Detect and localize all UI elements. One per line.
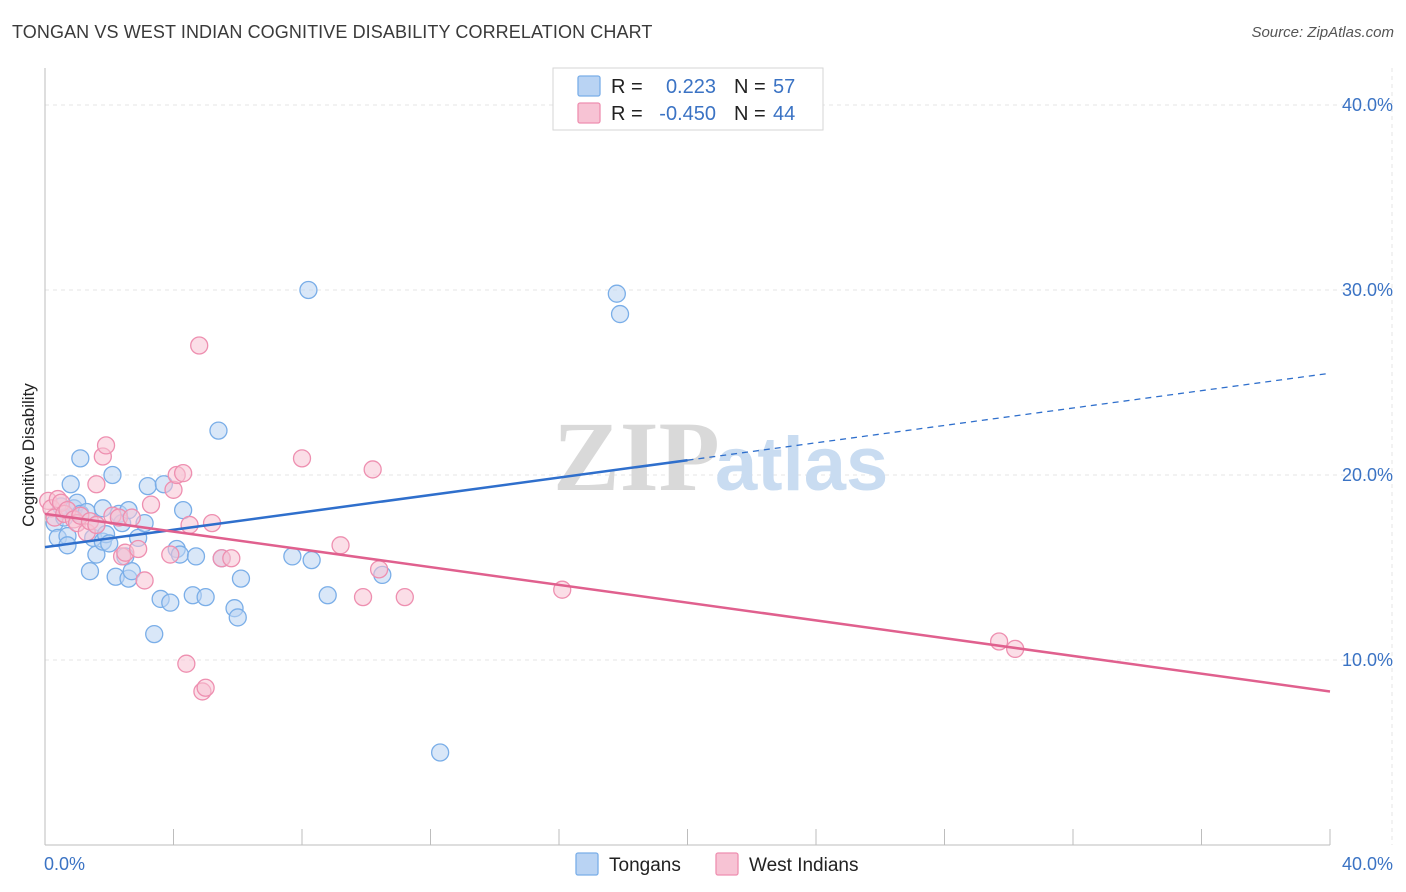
west-indians-point-15 [96,436,116,455]
chart-title: TONGAN VS WEST INDIAN COGNITIVE DISABILI… [12,22,653,42]
west-indians-point-30 [190,336,209,355]
series-legend: Tongans West Indians [575,852,858,876]
bottom-legend-swatch-west-indians [715,852,739,876]
watermark-zip: ZIP [553,401,720,512]
legend-r-label-tongans: R = [611,76,643,98]
tongans-point-48 [302,550,321,570]
legend-n-value-tongans: 57 [773,76,795,98]
tongans-trend-line [44,458,688,549]
west-indians-point-29 [180,515,199,535]
tongans-point-52 [607,284,626,303]
legend-swatch-tongans [577,75,601,97]
legend-r-value-tongans: 0.223 [666,76,716,98]
west-indians-trend-line [44,512,1331,693]
tongans-point-45 [231,569,251,588]
west-indians-point-28 [177,654,196,673]
tongans-point-20 [103,465,122,485]
tongans-point-49 [318,586,337,605]
west-indians-point-32 [196,678,215,697]
west-indians-point-13 [87,475,106,494]
correlation-legend: R = 0.223 N = 57 R = -0.450 N = 44 [552,67,824,131]
tongans-point-34 [161,593,180,612]
tongans-point-10 [71,449,90,468]
west-indians-point-41 [395,587,414,607]
west-indians-points [39,336,1025,701]
watermark: ZIP atlas [553,401,888,512]
west-indians-point-22 [135,571,154,590]
tongans-point-27 [122,562,141,581]
y-tick-label-1: 20.0% [1342,465,1393,485]
tongans-point-40 [196,587,215,607]
west-indians-point-20 [122,508,141,527]
tongans-point-31 [145,624,164,644]
west-indians-point-25 [164,480,183,499]
tongans-trend-extension [687,372,1331,461]
tongans-point-30 [138,476,157,496]
legend-r-value-west-indians: -0.450 [659,103,716,125]
legend-n-label-west-indians: N = [734,103,766,125]
y-tick-labels: 10.0% 20.0% 30.0% 40.0% [1342,95,1393,670]
grid-lines [45,68,1393,845]
legend-swatch-west-indians [577,102,601,124]
watermark-atlas: atlas [715,422,888,507]
west-indians-point-37 [331,536,350,555]
tongans-points [45,280,630,762]
legend-n-value-west-indians: 44 [773,103,795,125]
legend-r-label-west-indians: R = [611,103,643,125]
west-indians-point-27 [173,463,193,483]
bottom-legend-tongans: Tongans [609,855,681,876]
tongans-point-6 [61,475,80,494]
west-indians-point-23 [141,495,161,514]
west-indians-point-35 [222,549,241,568]
y-tick-label-0: 10.0% [1342,650,1393,670]
tongans-point-46 [283,547,302,566]
tongans-point-12 [80,562,100,581]
chart-source: Source: ZipAtlas.com [1251,24,1394,41]
west-indians-point-40 [369,560,389,579]
y-tick-label-3: 40.0% [1342,95,1393,115]
x-tick-labels: 0.0% 40.0% [44,854,1393,874]
tongans-point-39 [186,547,206,566]
west-indians-point-39 [363,460,382,479]
west-indians-point-38 [353,587,373,607]
trend-lines [44,372,1331,693]
axes [44,68,1331,846]
west-indians-point-24 [161,545,180,564]
tongans-point-51 [430,743,450,762]
tongans-point-53 [610,304,630,324]
tongans-point-47 [299,280,318,300]
bottom-legend-swatch-tongans [575,852,599,876]
x-tick-label-0: 0.0% [44,854,85,874]
y-tick-label-2: 30.0% [1342,280,1393,300]
west-indians-point-36 [292,449,312,468]
bottom-legend-west-indians: West Indians [749,855,858,876]
x-tick-label-1: 40.0% [1342,854,1393,874]
tongans-point-42 [209,421,228,440]
west-indians-point-21 [129,539,148,559]
y-axis-label: Cognitive Disability [19,383,38,527]
tongans-point-44 [228,608,247,627]
legend-n-label-tongans: N = [734,76,766,98]
